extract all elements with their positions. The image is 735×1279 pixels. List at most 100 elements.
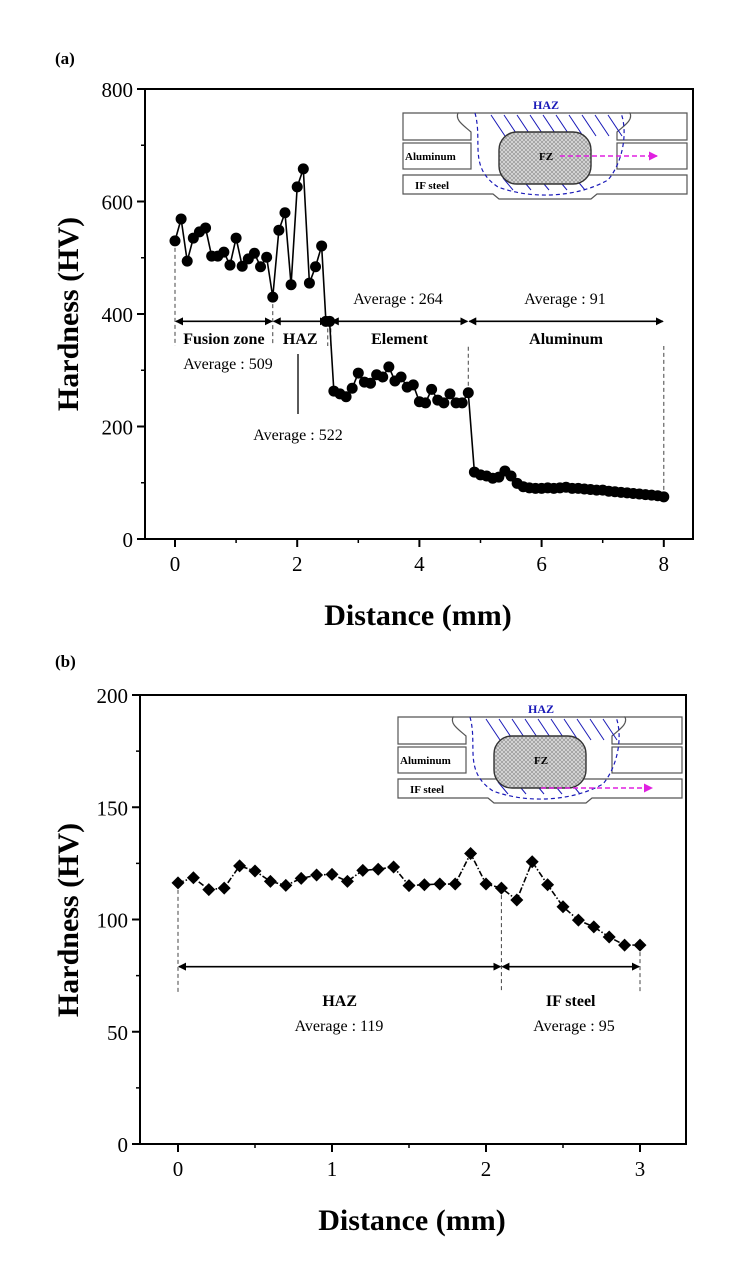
- data-point: [387, 860, 401, 874]
- region-label-aluminum: Aluminum: [529, 331, 603, 348]
- inset-haz-hatch: [589, 718, 605, 741]
- region-label-element: Element: [371, 331, 429, 348]
- x-axis-title-b: Distance (mm): [318, 1204, 505, 1237]
- data-point: [602, 930, 616, 944]
- y-tick-label: 200: [102, 416, 134, 440]
- region-label-fusion-zone: Fusion zone: [183, 331, 264, 348]
- data-point: [346, 382, 358, 394]
- data-point: [371, 862, 385, 876]
- data-point: [297, 163, 309, 175]
- data-point: [417, 878, 431, 892]
- inset-haz-hatch: [594, 114, 610, 137]
- y-tick-label: 0: [118, 1133, 129, 1157]
- y-axis-title-b: Hardness (HV): [52, 823, 85, 1017]
- inset-diagram-a: HAZ FZ Aluminum IF steel: [402, 98, 688, 200]
- x-tick-label: 2: [292, 552, 303, 576]
- inset-top-sheet-left: [402, 112, 472, 141]
- panel-label-a: (a): [55, 49, 75, 68]
- y-tick-label: 200: [97, 684, 129, 708]
- data-point: [230, 232, 242, 244]
- y-tick-label: 600: [102, 191, 134, 215]
- inset-diagram-b: HAZ FZ Aluminum IF steel: [397, 702, 683, 804]
- inset-label-if-steel: IF steel: [415, 180, 449, 192]
- data-point: [377, 371, 389, 383]
- inset-top-sheet-right: [616, 112, 688, 141]
- x-tick-label: 6: [536, 552, 547, 576]
- inset-haz-hatch: [602, 718, 618, 741]
- data-point: [426, 383, 438, 395]
- data-point: [541, 878, 555, 892]
- data-point: [433, 877, 447, 891]
- annotations-a: Fusion zone Average : 509 HAZ Average : 522…: [174, 240, 665, 497]
- data-point: [261, 251, 273, 263]
- x-tick-label: 8: [659, 552, 670, 576]
- data-point: [169, 235, 181, 247]
- y-tick-label: 800: [102, 78, 134, 102]
- series-b: [171, 846, 647, 952]
- data-point: [365, 377, 377, 389]
- series-a: [169, 163, 670, 503]
- region-average-label: Average : 91: [524, 291, 605, 308]
- x-tick-label: 4: [414, 552, 425, 576]
- data-point: [325, 867, 339, 881]
- data-point: [571, 913, 585, 927]
- data-point: [444, 388, 456, 400]
- panel-label-b: (b): [55, 652, 76, 671]
- data-point: [633, 938, 647, 952]
- inset-haz-hatch: [607, 114, 623, 137]
- data-point: [479, 877, 493, 891]
- data-point: [218, 246, 230, 258]
- data-point: [352, 367, 364, 379]
- data-point: [407, 379, 419, 391]
- inset-aluminum-left: [397, 746, 467, 774]
- data-point: [510, 893, 524, 907]
- y-tick-label: 100: [97, 909, 129, 933]
- data-point: [273, 224, 285, 236]
- data-point: [324, 315, 336, 327]
- data-point: [556, 900, 570, 914]
- region-average-label: Average : 509: [183, 356, 272, 373]
- data-point: [340, 874, 354, 888]
- data-point: [464, 846, 478, 860]
- inset-label-aluminum: Aluminum: [405, 151, 456, 163]
- data-point: [356, 863, 370, 877]
- x-tick-label: 0: [170, 552, 181, 576]
- inset-haz-hatch: [581, 114, 597, 137]
- data-point: [383, 361, 395, 373]
- data-point: [658, 491, 670, 503]
- y-tick-label: 400: [102, 303, 134, 327]
- data-point: [420, 397, 432, 409]
- inset-label-fz: FZ: [539, 151, 553, 163]
- inset-haz-boundary: [469, 716, 620, 800]
- inset-if-steel-sheet: [397, 778, 683, 804]
- data-point: [395, 371, 407, 383]
- inset-haz-hatch: [568, 114, 584, 137]
- data-point: [279, 878, 293, 892]
- data-point: [248, 247, 260, 259]
- data-point: [285, 279, 297, 291]
- annotations-b: HAZ Average : 119 IF steel Average : 95: [177, 882, 641, 1035]
- y-tick-label: 150: [97, 796, 129, 820]
- x-tick-label: 3: [635, 1157, 646, 1181]
- inset-haz-hatch: [563, 718, 579, 741]
- region-average-label: Average : 522: [253, 427, 342, 444]
- data-point: [279, 207, 291, 219]
- inset-aluminum-right: [611, 746, 683, 774]
- region-average-label: Average : 95: [533, 1018, 614, 1035]
- axes-b: 0 50 100 150 200 0 1 2 3: [97, 684, 687, 1181]
- data-point: [310, 261, 322, 273]
- data-point: [303, 277, 315, 289]
- x-tick-label: 2: [481, 1157, 492, 1181]
- inset-fusion-zone: [498, 131, 592, 185]
- inset-haz-boundary: [474, 112, 625, 196]
- data-point: [171, 876, 185, 890]
- inset-label-fz: FZ: [534, 755, 548, 767]
- data-point: [587, 920, 601, 934]
- data-point: [217, 881, 231, 895]
- data-point: [438, 397, 450, 409]
- region-average-label: Average : 119: [295, 1018, 384, 1035]
- data-point: [248, 864, 262, 878]
- inset-fusion-zone: [493, 735, 587, 789]
- data-point: [181, 255, 193, 267]
- inset-haz-hatch: [576, 718, 592, 741]
